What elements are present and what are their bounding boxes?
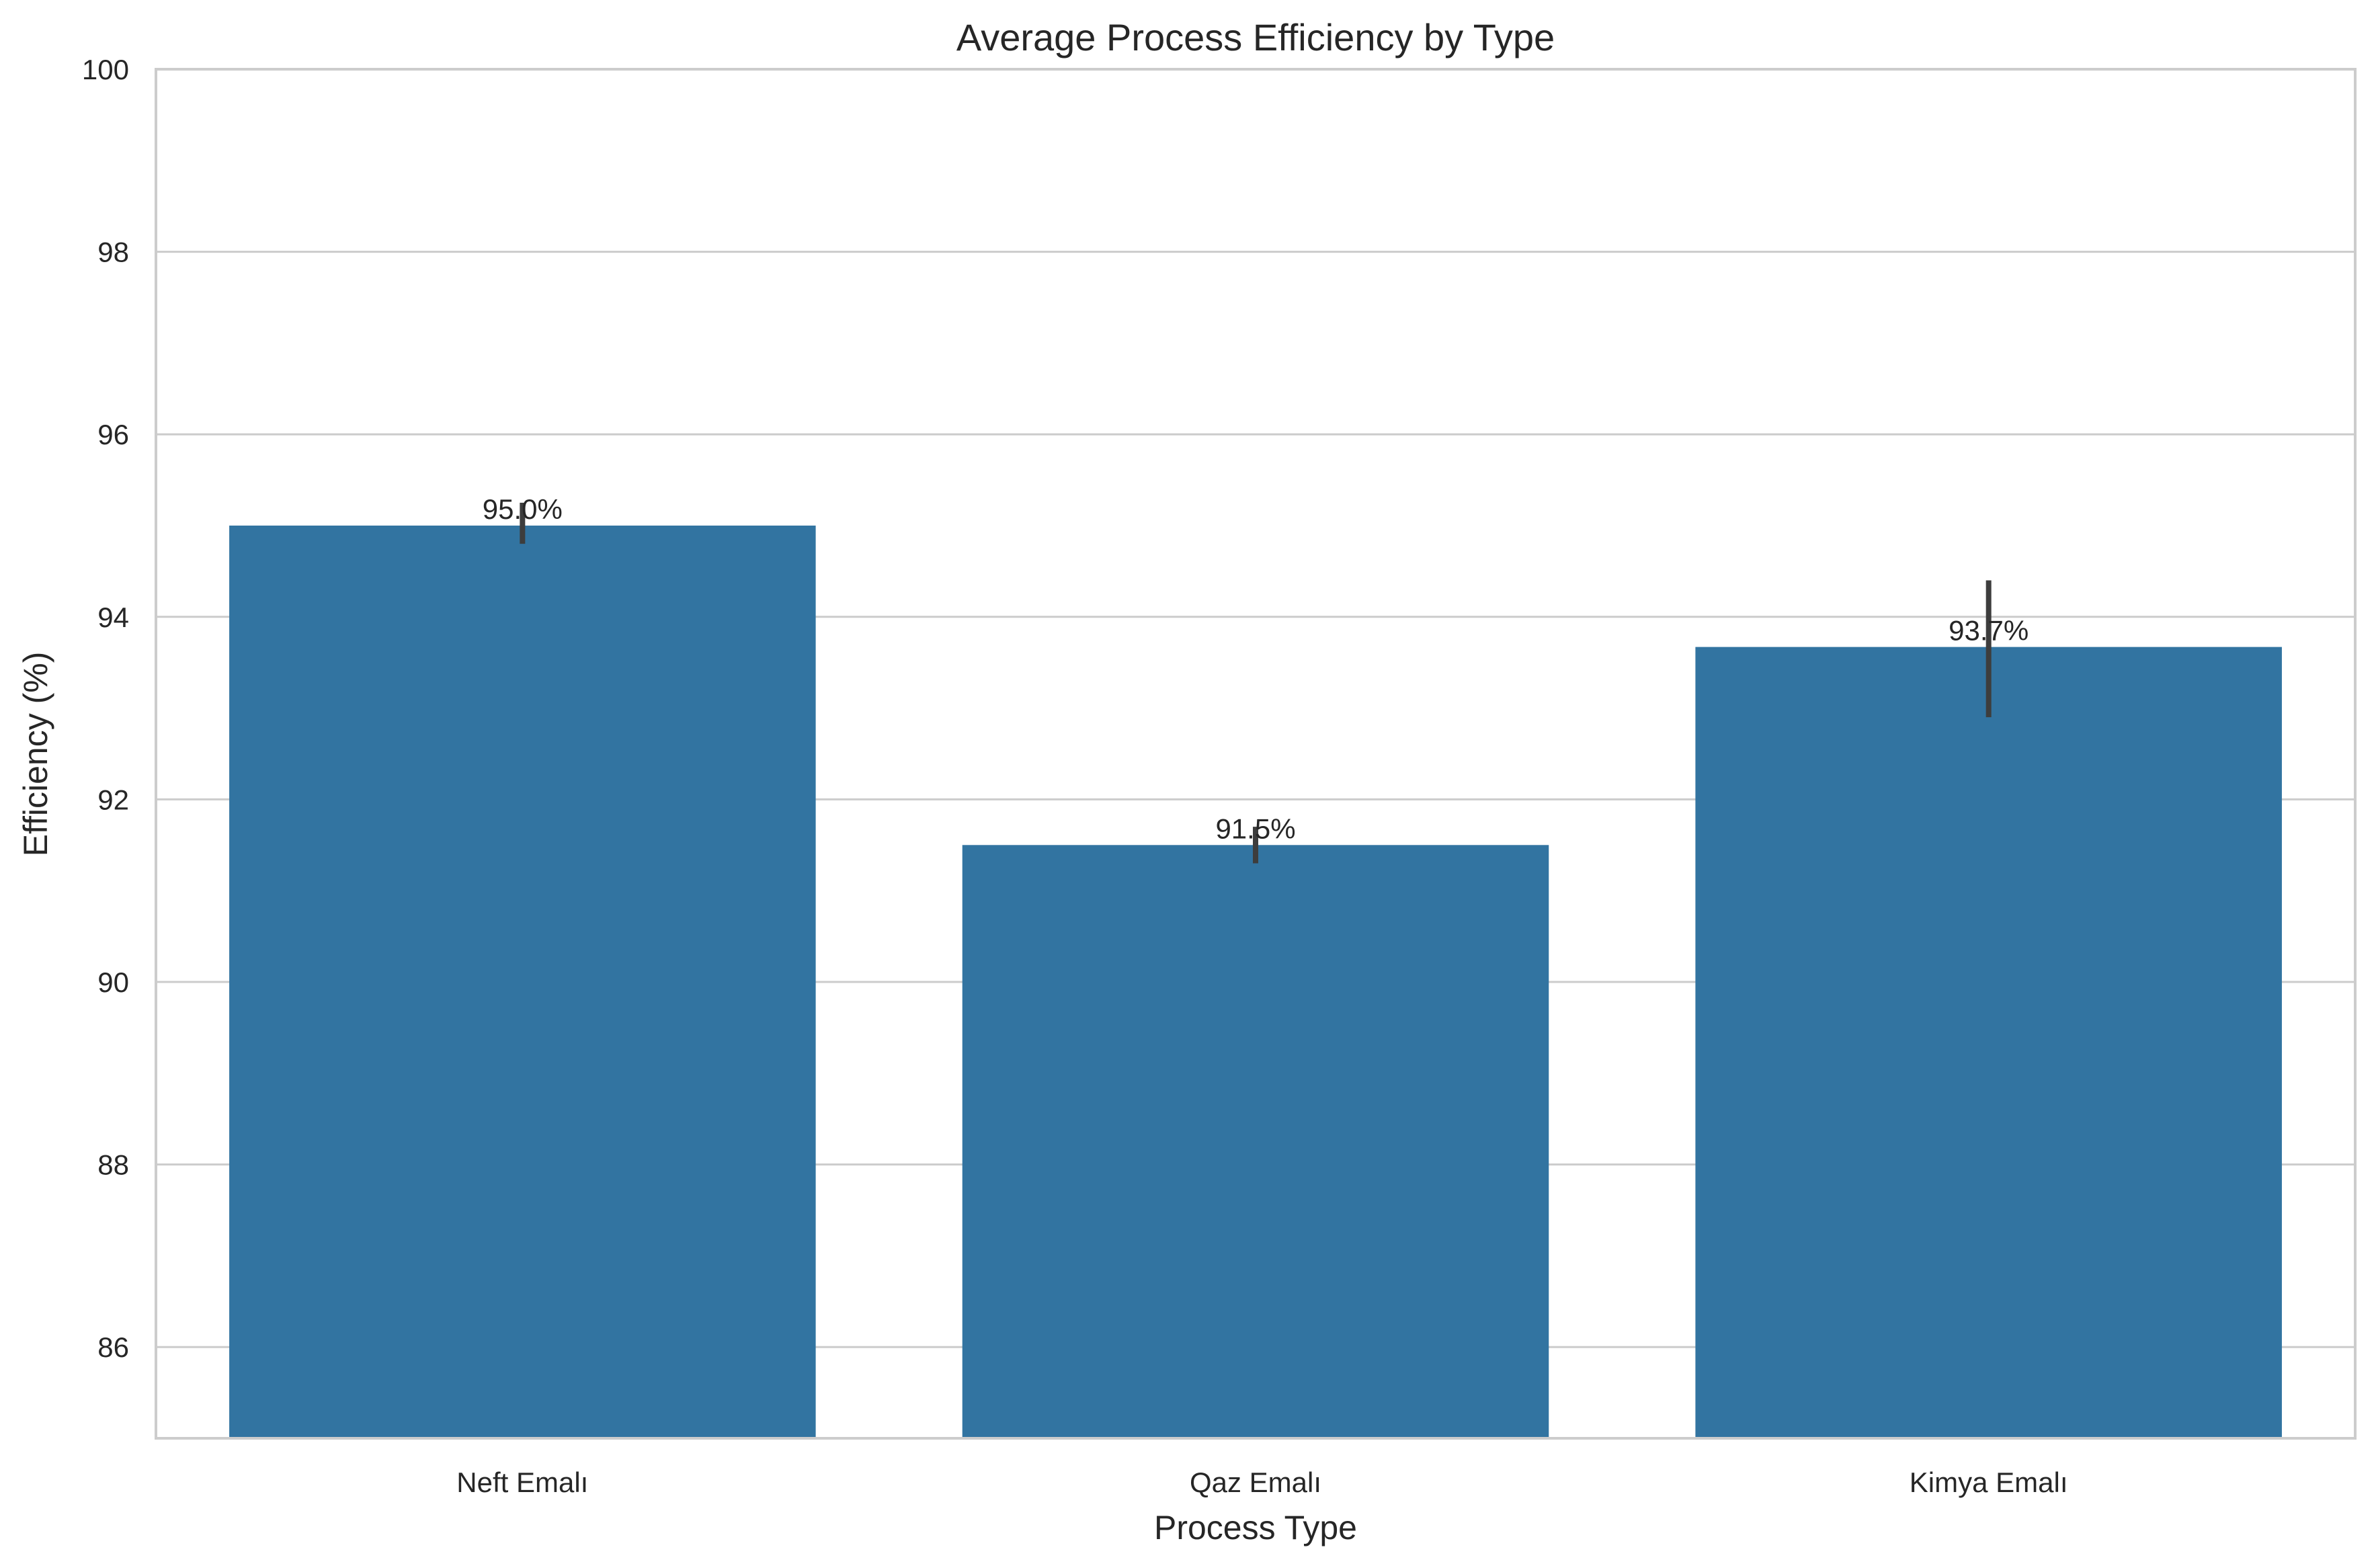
y-tick-label: 90: [97, 966, 129, 998]
bar: [229, 526, 816, 1438]
y-tick-label: 86: [97, 1331, 129, 1363]
y-tick-label: 94: [97, 602, 129, 633]
y-tick-label: 96: [97, 419, 129, 450]
bars: [229, 526, 2282, 1438]
y-tick-labels: 86 88 90 92 94 96 98 100: [82, 54, 129, 1363]
x-tick-labels: Neft Emalı Qaz Emalı Kimya Emalı: [456, 1467, 2068, 1498]
bar: [962, 845, 1549, 1438]
bar: [1695, 647, 2282, 1438]
data-label: 91.5%: [1215, 813, 1295, 844]
y-axis-label: Efficiency (%): [17, 652, 54, 857]
x-axis-label: Process Type: [1154, 1509, 1357, 1546]
y-tick-label: 88: [97, 1149, 129, 1181]
y-tick-label: 98: [97, 237, 129, 268]
data-label: 93.7%: [1949, 615, 2029, 647]
chart-title: Average Process Efficiency by Type: [956, 16, 1555, 58]
data-label: 95.0%: [483, 493, 563, 525]
x-tick-label: Kimya Emalı: [1910, 1467, 2068, 1498]
data-labels: 95.0% 91.5% 93.7%: [483, 493, 2029, 844]
x-tick-label: Neft Emalı: [456, 1467, 588, 1498]
y-tick-label: 92: [97, 784, 129, 815]
y-tick-label: 100: [82, 54, 129, 85]
x-tick-label: Qaz Emalı: [1190, 1467, 1321, 1498]
error-bars: [520, 503, 1992, 864]
plot-frame: [155, 68, 2357, 1440]
